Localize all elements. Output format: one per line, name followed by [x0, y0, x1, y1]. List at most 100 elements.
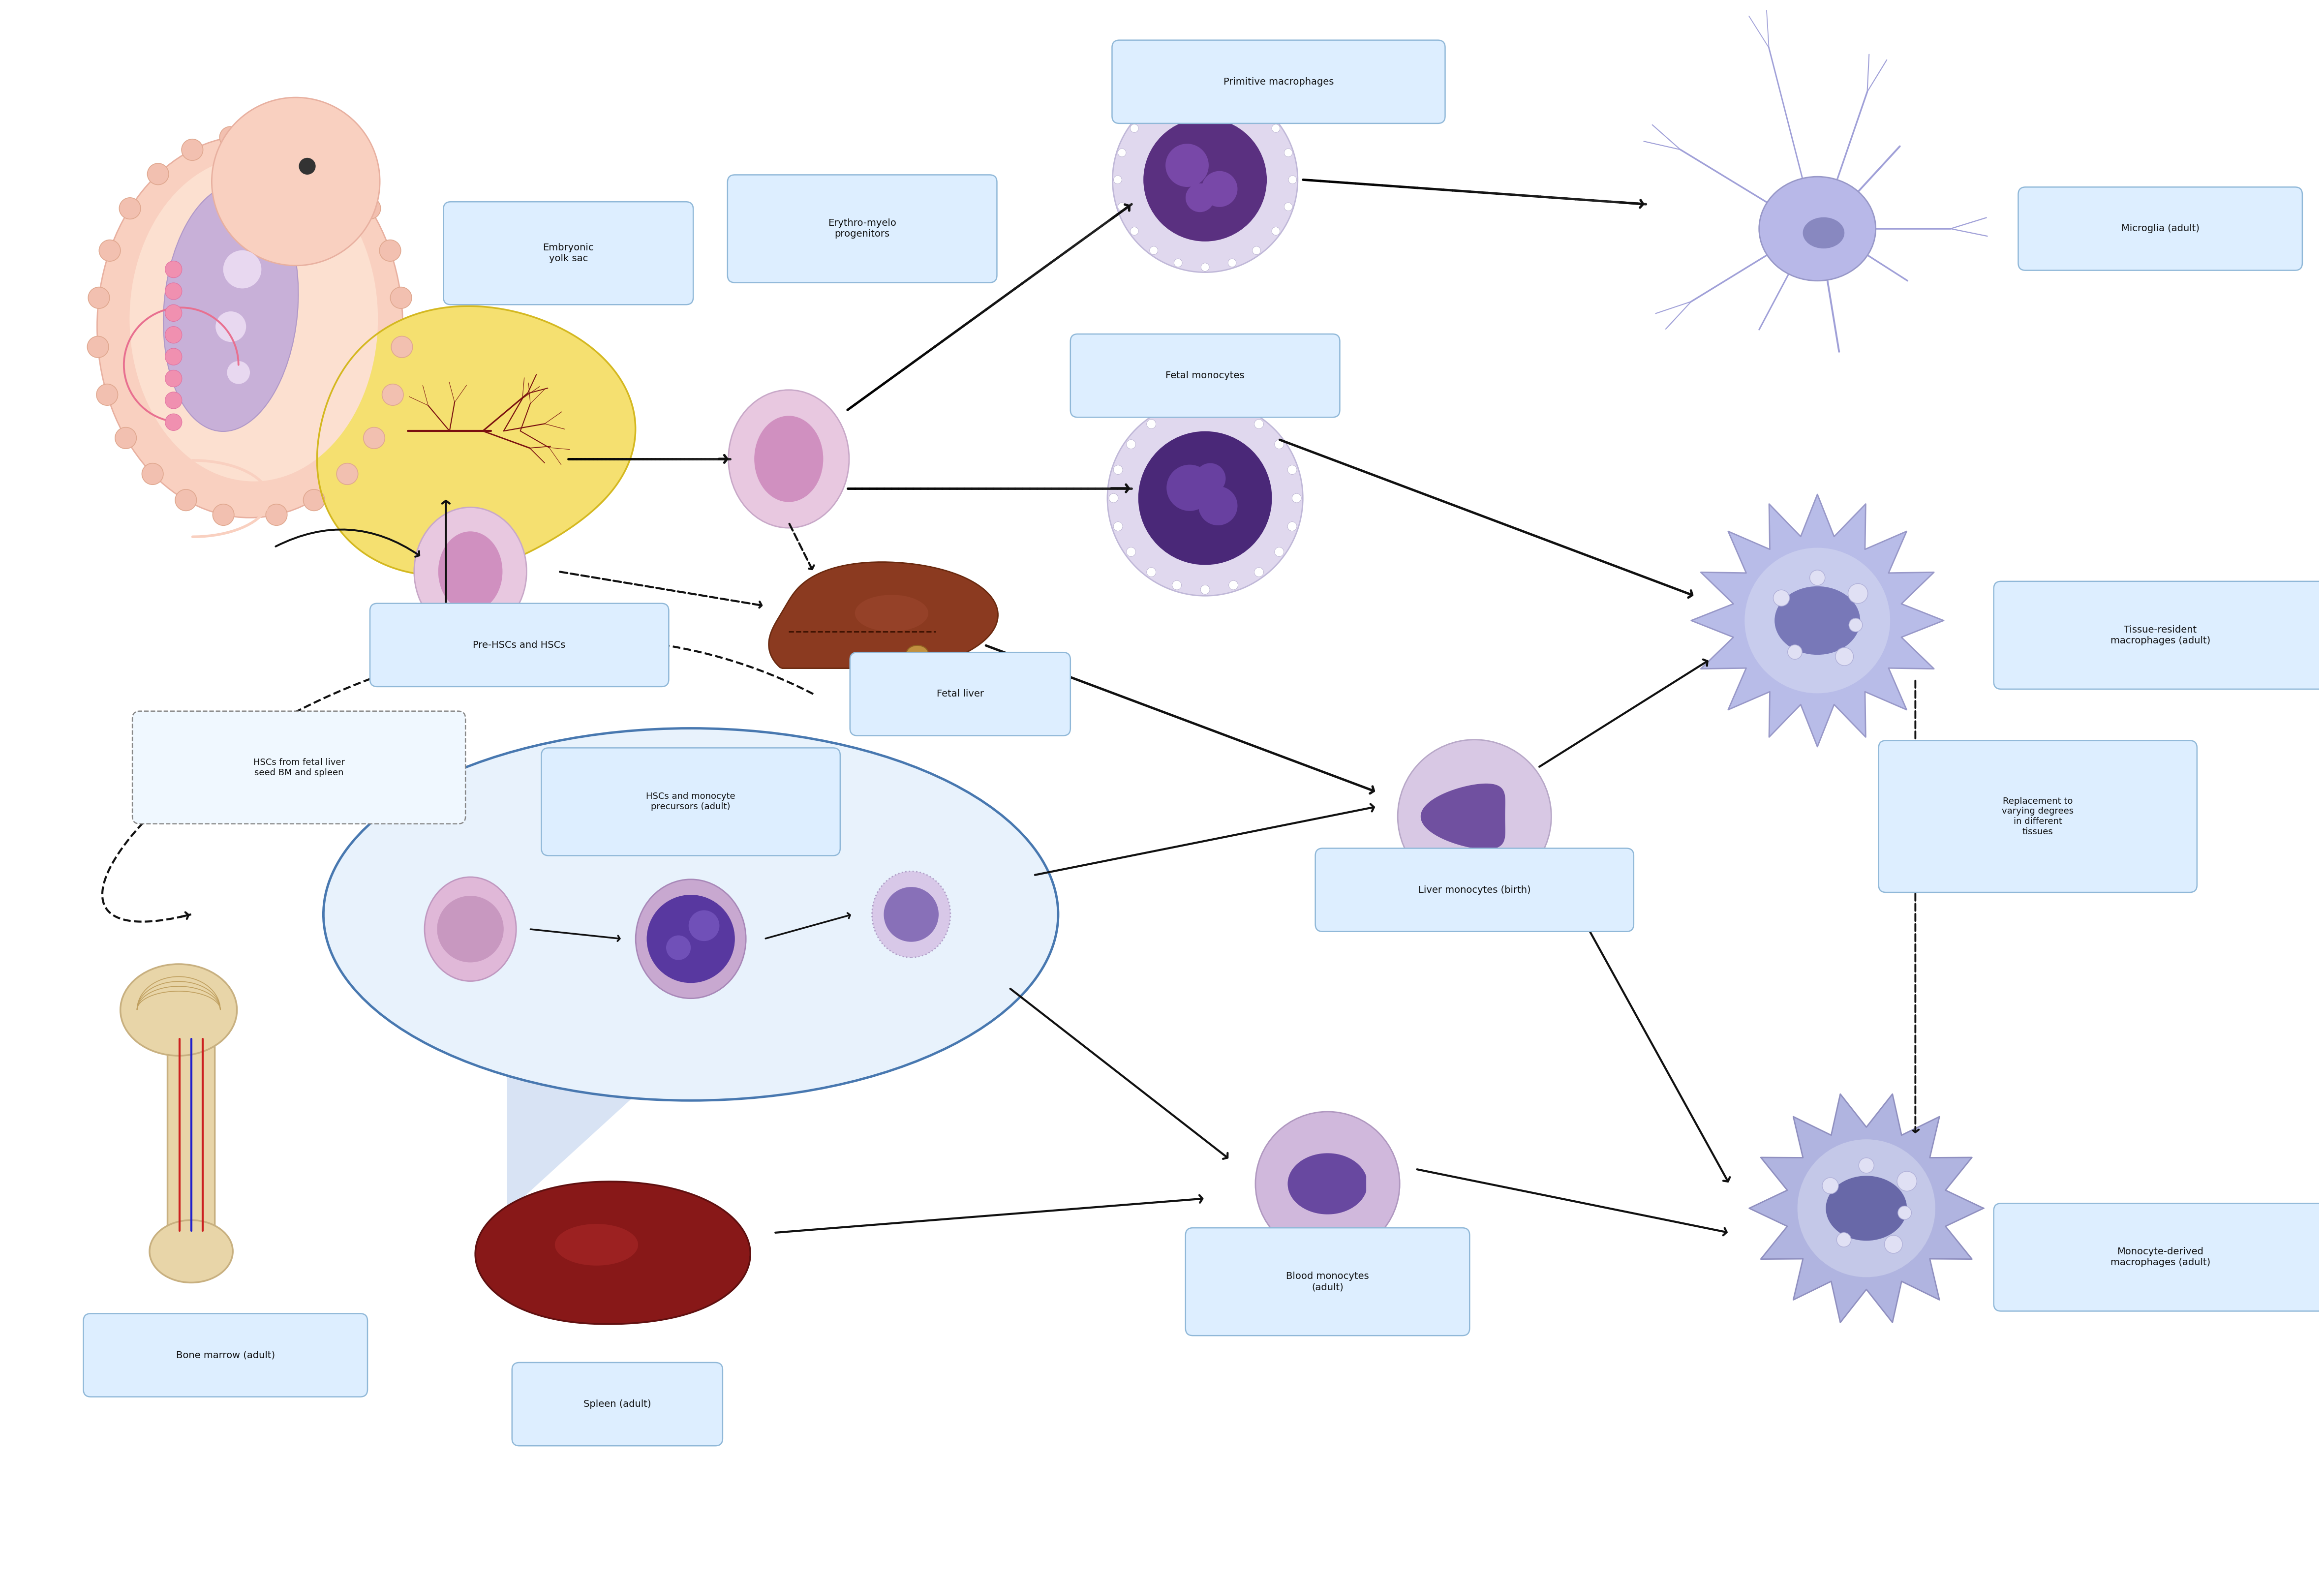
Ellipse shape	[727, 390, 848, 527]
Circle shape	[1848, 584, 1868, 603]
Ellipse shape	[414, 507, 528, 636]
Circle shape	[1113, 87, 1297, 272]
Ellipse shape	[872, 872, 951, 957]
Circle shape	[165, 283, 181, 300]
Circle shape	[165, 369, 181, 387]
Text: HSCs from fetal liver
seed BM and spleen: HSCs from fetal liver seed BM and spleen	[253, 758, 344, 777]
Polygon shape	[769, 562, 997, 668]
Polygon shape	[1692, 494, 1943, 747]
Circle shape	[1885, 1235, 1903, 1254]
Circle shape	[265, 504, 288, 526]
Circle shape	[100, 240, 121, 261]
Circle shape	[360, 197, 381, 219]
Circle shape	[1195, 463, 1225, 494]
Polygon shape	[1750, 1094, 1985, 1323]
Circle shape	[258, 126, 281, 148]
Circle shape	[1150, 104, 1157, 114]
Circle shape	[1118, 202, 1127, 212]
Circle shape	[88, 287, 109, 308]
Circle shape	[218, 126, 242, 148]
Ellipse shape	[121, 965, 237, 1056]
Circle shape	[437, 895, 504, 962]
Circle shape	[142, 463, 163, 485]
Circle shape	[1255, 567, 1264, 576]
Circle shape	[1202, 584, 1211, 594]
Text: HSCs and monocyte
precursors (adult): HSCs and monocyte precursors (adult)	[646, 793, 734, 812]
Circle shape	[1106, 401, 1304, 595]
Text: Primitive macrophages: Primitive macrophages	[1222, 77, 1334, 87]
Text: Replacement to
varying degrees
in different
tissues: Replacement to varying degrees in differ…	[2001, 797, 2073, 837]
Circle shape	[1896, 1172, 1917, 1191]
Circle shape	[390, 287, 411, 308]
Circle shape	[1113, 466, 1122, 474]
Circle shape	[165, 349, 181, 365]
Circle shape	[1787, 644, 1801, 660]
Circle shape	[330, 163, 353, 185]
Text: Embryonic
yolk sac: Embryonic yolk sac	[544, 243, 595, 264]
Circle shape	[1287, 175, 1297, 183]
Text: Microglia (adult): Microglia (adult)	[2122, 224, 2199, 234]
FancyBboxPatch shape	[370, 603, 669, 687]
Circle shape	[1139, 431, 1271, 565]
Circle shape	[1255, 420, 1264, 428]
Circle shape	[1118, 148, 1127, 156]
FancyBboxPatch shape	[84, 1314, 367, 1397]
Ellipse shape	[323, 728, 1057, 1101]
Polygon shape	[316, 306, 634, 575]
Text: Liver monocytes (birth): Liver monocytes (birth)	[1418, 886, 1532, 895]
Circle shape	[1113, 521, 1122, 531]
Circle shape	[146, 163, 170, 185]
FancyBboxPatch shape	[1994, 581, 2324, 688]
Circle shape	[1271, 227, 1281, 235]
Circle shape	[363, 428, 386, 448]
Text: Pre-HSCs and HSCs: Pre-HSCs and HSCs	[474, 641, 565, 649]
Circle shape	[1253, 104, 1260, 114]
Circle shape	[1285, 202, 1292, 212]
Circle shape	[1109, 494, 1118, 502]
Circle shape	[667, 935, 690, 960]
Circle shape	[1810, 570, 1824, 586]
Circle shape	[228, 362, 251, 384]
Circle shape	[304, 489, 325, 510]
Ellipse shape	[855, 595, 927, 632]
Ellipse shape	[1803, 218, 1845, 248]
Circle shape	[1745, 548, 1889, 693]
Circle shape	[95, 384, 119, 406]
Circle shape	[1174, 93, 1183, 101]
Circle shape	[381, 384, 404, 406]
Circle shape	[390, 336, 414, 357]
Circle shape	[1859, 1157, 1873, 1173]
Circle shape	[1199, 486, 1236, 526]
Text: Bone marrow (adult): Bone marrow (adult)	[177, 1350, 274, 1360]
Ellipse shape	[98, 136, 402, 518]
Circle shape	[165, 261, 181, 278]
Circle shape	[165, 392, 181, 409]
Ellipse shape	[425, 876, 516, 981]
Circle shape	[1397, 739, 1552, 894]
Circle shape	[223, 249, 260, 289]
Circle shape	[216, 311, 246, 343]
Ellipse shape	[637, 880, 746, 998]
Circle shape	[1287, 466, 1297, 474]
Ellipse shape	[156, 1006, 214, 1047]
Circle shape	[1285, 148, 1292, 156]
Circle shape	[116, 428, 137, 448]
FancyBboxPatch shape	[1113, 39, 1446, 123]
Circle shape	[883, 887, 939, 941]
Polygon shape	[476, 1181, 751, 1325]
Circle shape	[211, 98, 379, 265]
Text: Spleen (adult): Spleen (adult)	[583, 1399, 651, 1408]
Circle shape	[297, 139, 318, 161]
Circle shape	[1899, 1206, 1910, 1219]
Circle shape	[1167, 144, 1208, 186]
Ellipse shape	[163, 183, 297, 431]
Circle shape	[300, 158, 316, 175]
Circle shape	[1836, 647, 1855, 666]
Circle shape	[1146, 420, 1155, 428]
Polygon shape	[1420, 783, 1506, 850]
Polygon shape	[1287, 1154, 1367, 1214]
Circle shape	[165, 327, 181, 343]
Circle shape	[1850, 619, 1862, 632]
Circle shape	[1271, 125, 1281, 133]
FancyBboxPatch shape	[1994, 1203, 2324, 1311]
